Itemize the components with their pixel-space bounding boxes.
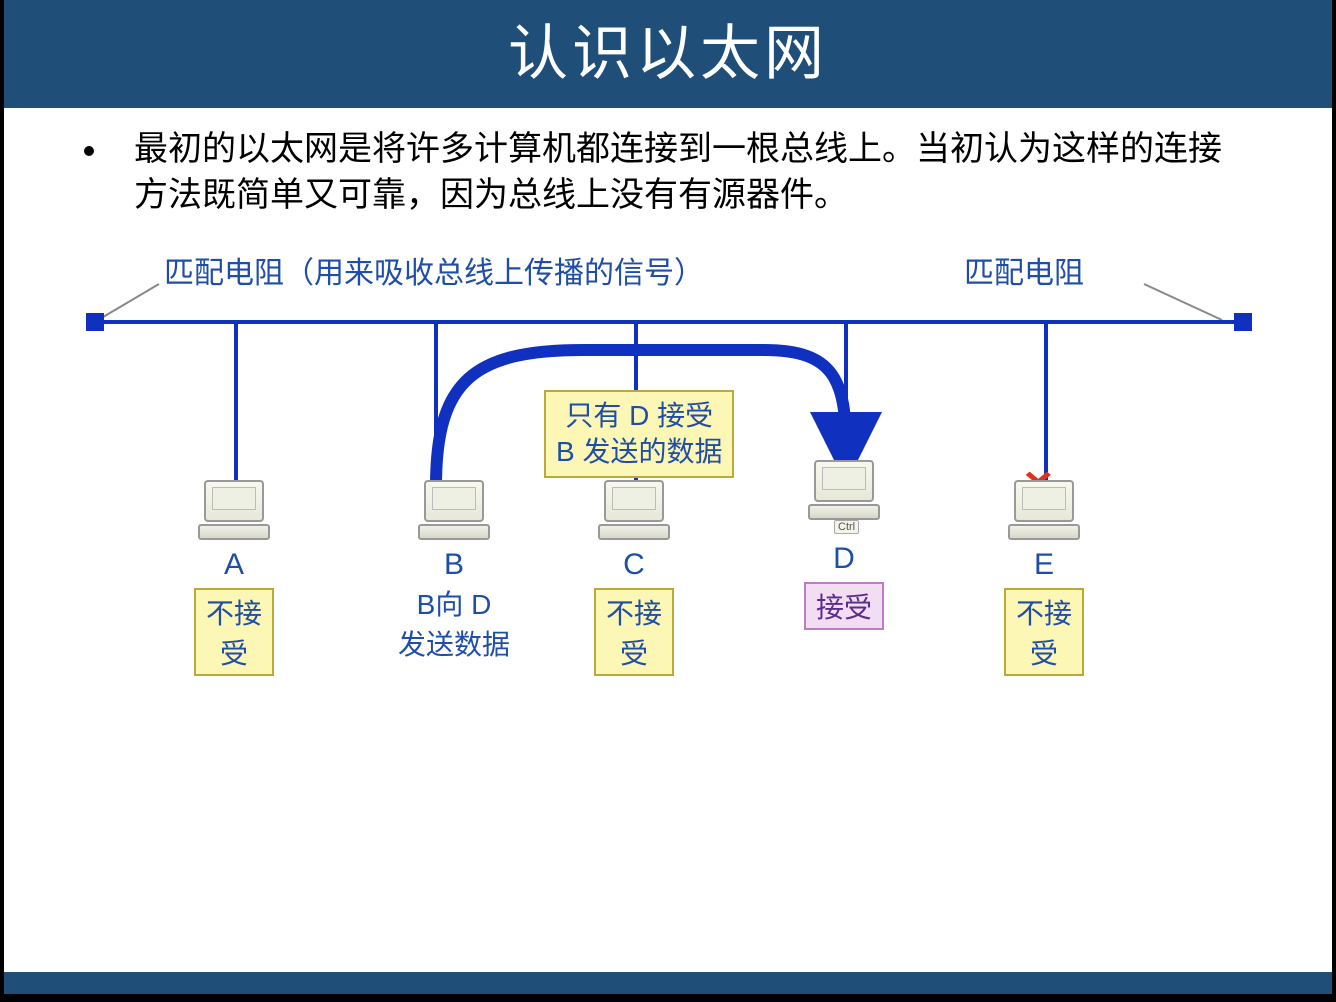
node-a: A 不接受 <box>194 480 274 676</box>
node-b-action1: B向 D <box>394 588 514 622</box>
node-e-letter: E <box>1004 548 1084 582</box>
computer-icon <box>1014 480 1074 522</box>
node-e-status: 不接受 <box>1004 588 1084 676</box>
bullet-dot-icon <box>84 146 94 156</box>
node-c-letter: C <box>594 548 674 582</box>
node-c-status: 不接受 <box>594 588 674 676</box>
slide: 认识以太网 最初的以太网是将许多计算机都连接到一根总线上。当初认为这样的连接方法… <box>4 0 1332 994</box>
drop-a <box>234 320 238 480</box>
node-a-status: 不接受 <box>194 588 274 676</box>
computer-icon <box>204 480 264 522</box>
computer-base-icon <box>418 524 490 540</box>
node-c: C 不接受 <box>594 480 674 676</box>
drop-e <box>1044 320 1048 480</box>
info-box: 只有 D 接受 B 发送的数据 <box>544 390 734 478</box>
ethernet-diagram: 匹配电阻（用来吸收总线上传播的信号） 匹配电阻 只有 D 接受 <box>64 230 1274 710</box>
node-d-status: 接受 <box>804 582 884 630</box>
bullet-row: 最初的以太网是将许多计算机都连接到一根总线上。当初认为这样的连接方法既简单又可靠… <box>4 108 1332 218</box>
footer-bar <box>4 972 1332 994</box>
bus-line <box>94 320 1244 324</box>
node-b-action2: 发送数据 <box>394 628 514 662</box>
slide-title: 认识以太网 <box>4 0 1332 108</box>
info-line2: B 发送的数据 <box>556 434 722 470</box>
node-b-letter: B <box>394 548 514 582</box>
bullet-text: 最初的以太网是将许多计算机都连接到一根总线上。当初认为这样的连接方法既简单又可靠… <box>134 126 1234 218</box>
terminator-label-left: 匹配电阻（用来吸收总线上传播的信号） <box>164 248 704 292</box>
computer-base-icon <box>1008 524 1080 540</box>
computer-base-icon <box>808 504 880 520</box>
drop-d <box>844 320 848 460</box>
computer-base-icon <box>598 524 670 540</box>
computer-icon <box>814 460 874 502</box>
node-d-letter: D <box>804 542 884 576</box>
node-b: B B向 D 发送数据 <box>394 480 514 662</box>
info-line1: 只有 D 接受 <box>556 398 722 434</box>
terminator-right-icon <box>1234 313 1252 331</box>
computer-icon <box>424 480 484 522</box>
node-a-letter: A <box>194 548 274 582</box>
computer-icon <box>604 480 664 522</box>
computer-base-icon <box>198 524 270 540</box>
terminator-label-right: 匹配电阻 <box>964 248 1084 292</box>
node-d: Ctrl D 接受 <box>804 460 884 630</box>
node-e: × E 不接受 <box>1004 480 1084 676</box>
drop-b <box>434 320 438 480</box>
ctrl-key-icon: Ctrl <box>834 520 859 534</box>
terminator-left-icon <box>86 313 104 331</box>
